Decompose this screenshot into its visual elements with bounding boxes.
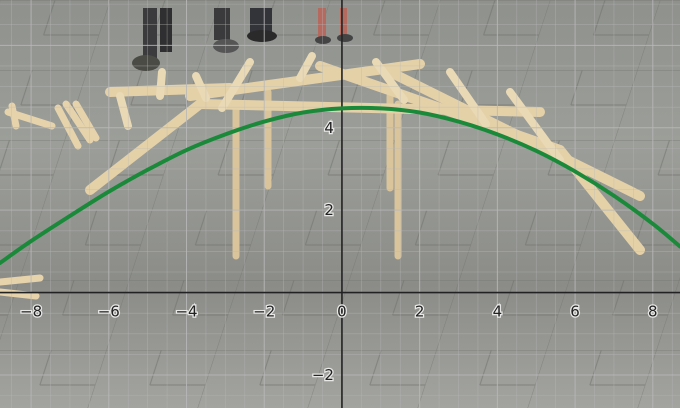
x-tick-label: 6 xyxy=(570,303,580,321)
x-tick-label: −4 xyxy=(175,303,197,321)
parabola-curve xyxy=(0,105,680,265)
plot-series xyxy=(0,105,680,265)
x-tick-label: −8 xyxy=(20,303,42,321)
tick-labels: −8 −6 −4 −2 0 2 4 6 8 −2 2 4 xyxy=(19,118,659,386)
x-tick-label: 4 xyxy=(493,303,503,321)
x-tick-label: −6 xyxy=(98,303,120,321)
x-tick-label: 8 xyxy=(648,303,658,321)
y-tick-label: −2 xyxy=(312,366,334,384)
x-tick-label: 0 xyxy=(337,303,347,321)
x-tick-label: −2 xyxy=(253,303,275,321)
x-tick-label: 2 xyxy=(415,303,425,321)
y-tick-label: 2 xyxy=(324,201,334,219)
y-tick-label: 4 xyxy=(324,119,334,137)
